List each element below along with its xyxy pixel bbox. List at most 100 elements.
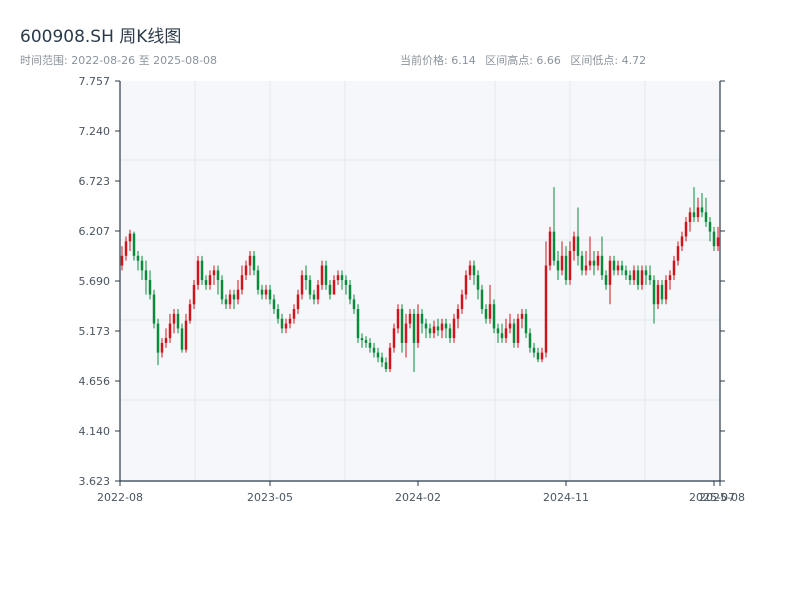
candle-body (524, 313, 528, 334)
x-tick-label: 2024-11 (543, 491, 589, 504)
y-tick-label: 7.757 (79, 75, 111, 88)
candle-body (620, 265, 624, 271)
candle-body (456, 309, 460, 319)
candle-body (464, 275, 468, 295)
candle-body (232, 294, 236, 300)
candle-body (672, 260, 676, 276)
candle-body (648, 275, 652, 281)
candle-body (580, 255, 584, 271)
candle-body (304, 275, 308, 281)
range-high: 区间高点: 6.66 (485, 54, 561, 67)
candle-body (460, 294, 464, 310)
chart-title: 600908.SH 周K线图 (20, 27, 182, 47)
candle-body (532, 347, 536, 353)
plot-area (120, 81, 720, 481)
candle-body (256, 270, 260, 290)
candle-body (716, 237, 720, 247)
candle-body (452, 318, 456, 339)
candle-body (656, 284, 660, 305)
candle-body (220, 280, 224, 300)
x-tick-label: 2025-08 (699, 491, 745, 504)
candle-body (180, 328, 184, 350)
candle-body (540, 352, 544, 360)
candle-body (444, 323, 448, 329)
candle-body (636, 270, 640, 285)
candle-body (236, 289, 240, 300)
candle-body (384, 362, 388, 370)
candle-body (604, 275, 608, 285)
candle-body (500, 333, 504, 339)
candle-body (668, 275, 672, 281)
candle-body (424, 323, 428, 329)
candle-body (332, 280, 336, 295)
y-tick-label: 6.723 (79, 175, 111, 188)
candle-body (260, 289, 264, 295)
candle-body (432, 326, 436, 334)
candle-body (420, 313, 424, 324)
candle-body (340, 275, 344, 281)
candle-body (380, 357, 384, 363)
candle-body (316, 284, 320, 300)
candle-body (368, 342, 372, 348)
candle-body (536, 352, 540, 360)
candle-body (640, 270, 644, 285)
candle-body (548, 231, 552, 266)
candle-body (516, 318, 520, 343)
candle-body (328, 284, 332, 295)
candle-body (492, 304, 496, 329)
candle-body (252, 255, 256, 271)
y-tick-label: 7.240 (79, 125, 111, 138)
candle-body (484, 309, 488, 319)
candle-body (528, 333, 532, 348)
candle-body (348, 284, 352, 300)
candle-body (612, 260, 616, 271)
candle-body (468, 265, 472, 276)
candle-body (204, 280, 208, 285)
candle-body (336, 275, 340, 281)
candle-body (128, 233, 132, 242)
candle-body (364, 340, 368, 343)
candle-body (272, 299, 276, 310)
candle-body (472, 265, 476, 276)
candle-body (584, 265, 588, 271)
candle-body (512, 323, 516, 343)
candle-body (136, 255, 140, 261)
candle-body (712, 231, 716, 247)
candle-body (504, 328, 508, 339)
candle-body (160, 342, 164, 353)
candle-body (168, 323, 172, 339)
candle-body (120, 255, 124, 266)
candle-body (196, 260, 200, 285)
candle-body (176, 313, 180, 329)
candle-body (276, 309, 280, 319)
candle-body (312, 294, 316, 300)
price-stats: 当前价格: 6.14 区间高点: 6.66 区间低点: 4.72 (400, 52, 652, 68)
candle-body (352, 299, 356, 310)
candle-body (188, 304, 192, 321)
candle-body (356, 309, 360, 339)
candle-body (416, 313, 420, 343)
x-tick-label: 2024-02 (395, 491, 441, 504)
candle-body (576, 236, 580, 256)
candle-body (476, 275, 480, 290)
candle-body (248, 255, 252, 266)
candle-body (212, 270, 216, 276)
candle-body (344, 280, 348, 285)
y-tick-label: 5.173 (79, 325, 111, 338)
candle-body (284, 323, 288, 329)
candle-body (148, 280, 152, 295)
time-range: 时间范围: 2022-08-26 至 2025-08-08 (20, 54, 218, 67)
candle-body (228, 294, 232, 305)
candle-body (572, 236, 576, 252)
candle-body (696, 207, 700, 218)
candle-body (224, 299, 228, 305)
candle-body (692, 212, 696, 218)
candle-body (280, 318, 284, 329)
y-tick-label: 4.656 (79, 375, 111, 388)
candle-body (652, 280, 656, 305)
candle-body (360, 338, 364, 341)
candle-body (164, 338, 168, 343)
candle-body (632, 270, 636, 281)
candle-body (508, 323, 512, 329)
